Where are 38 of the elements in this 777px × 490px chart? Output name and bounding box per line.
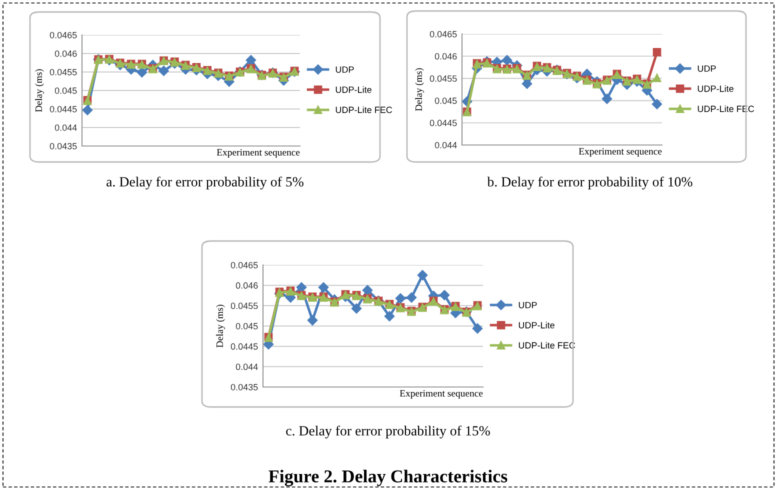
text: c. Delay for error probability of 15%: [286, 426, 490, 438]
y-tick-label: 0.045: [54, 87, 77, 94]
legend-label: UDP-Lite: [698, 85, 734, 92]
x-axis-title: Experiment sequence: [400, 390, 483, 399]
y-tick-label: 0.0445: [430, 120, 457, 126]
y-tick-label: 0.044: [236, 364, 258, 370]
y-tick-label: 0.0455: [50, 68, 77, 76]
y-tick-label: 0.0455: [430, 75, 457, 82]
legend-label: UDP: [336, 66, 354, 73]
y-tick-label: 0.0455: [230, 302, 258, 310]
legend-label: UDP: [698, 65, 716, 72]
y-tick-label: 0.046: [434, 53, 457, 60]
y-tick-label: 0.046: [54, 50, 77, 57]
y-tick-label: 0.045: [434, 98, 457, 104]
x-axis-title: Experiment sequence: [216, 149, 300, 158]
y-tick-label: 0.0465: [430, 30, 457, 38]
legend-label: UDP-Lite FEC: [518, 342, 576, 349]
text: b. Delay for error probability of 10%: [487, 176, 692, 190]
y-axis-title: Delay (ms): [415, 68, 424, 111]
y-tick-label: 0.0445: [230, 343, 258, 350]
y-tick-label: 0.0465: [50, 32, 77, 38]
legend-label: UDP: [518, 302, 537, 308]
legend-label: UDP-Lite: [518, 322, 554, 328]
y-tick-label: 0.045: [236, 322, 258, 330]
y-tick-label: 0.0465: [230, 262, 258, 268]
caption: Figure 2. Delay Characteristics: [268, 470, 508, 486]
x-axis-title: Experiment sequence: [578, 148, 662, 157]
y-tick-label: 0.046: [236, 282, 258, 289]
y-tick-label: 0.044: [54, 124, 77, 131]
text: a. Delay for error probability of 5%: [106, 176, 304, 190]
legend-label: UDP-Lite: [336, 86, 372, 93]
y-tick-label: 0.0435: [50, 142, 77, 150]
y-axis-title: Delay (ms): [216, 304, 225, 348]
y-tick-label: 0.0445: [50, 106, 77, 112]
legend-label: UDP-Lite FEC: [336, 106, 392, 114]
y-tick-label: 0.0435: [230, 384, 258, 390]
y-axis-title: Delay (ms): [35, 69, 44, 112]
y-tick-label: 0.044: [434, 142, 457, 148]
